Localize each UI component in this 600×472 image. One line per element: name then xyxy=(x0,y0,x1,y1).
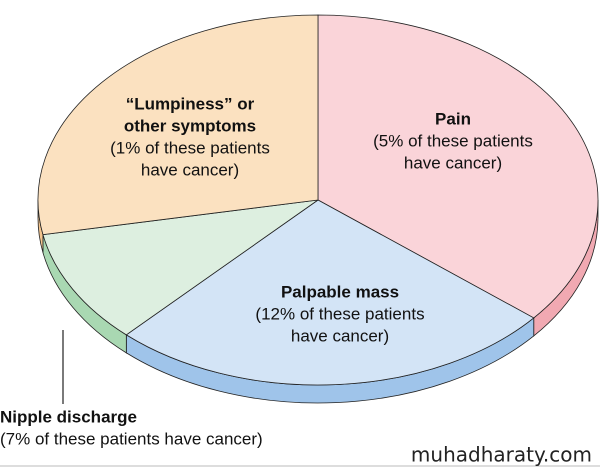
slice-label-note: (5% of these patients xyxy=(373,131,533,150)
slice-label-note: have cancer) xyxy=(291,326,389,345)
pie-slice xyxy=(42,199,319,336)
pie-slice xyxy=(317,14,599,319)
slice-label-note: (7% of these patients have cancer) xyxy=(0,429,263,448)
slice-label-title: Pain xyxy=(435,109,471,128)
slice-label-title: other symptoms xyxy=(124,116,256,135)
pie-slice xyxy=(125,199,535,386)
slice-label-title: Palpable mass xyxy=(281,282,399,301)
slice-label-note: (1% of these patients xyxy=(110,138,270,157)
watermark: muhadharaty.com xyxy=(411,443,592,467)
slice-label-note: (12% of these patients xyxy=(255,304,424,323)
slice-label-note: have cancer) xyxy=(141,160,239,179)
slice-label-title: Nipple discharge xyxy=(0,407,137,426)
pie-slice xyxy=(37,14,319,236)
slice-label-note: have cancer) xyxy=(404,153,502,172)
slice-label-title: “Lumpiness” or xyxy=(126,94,255,113)
